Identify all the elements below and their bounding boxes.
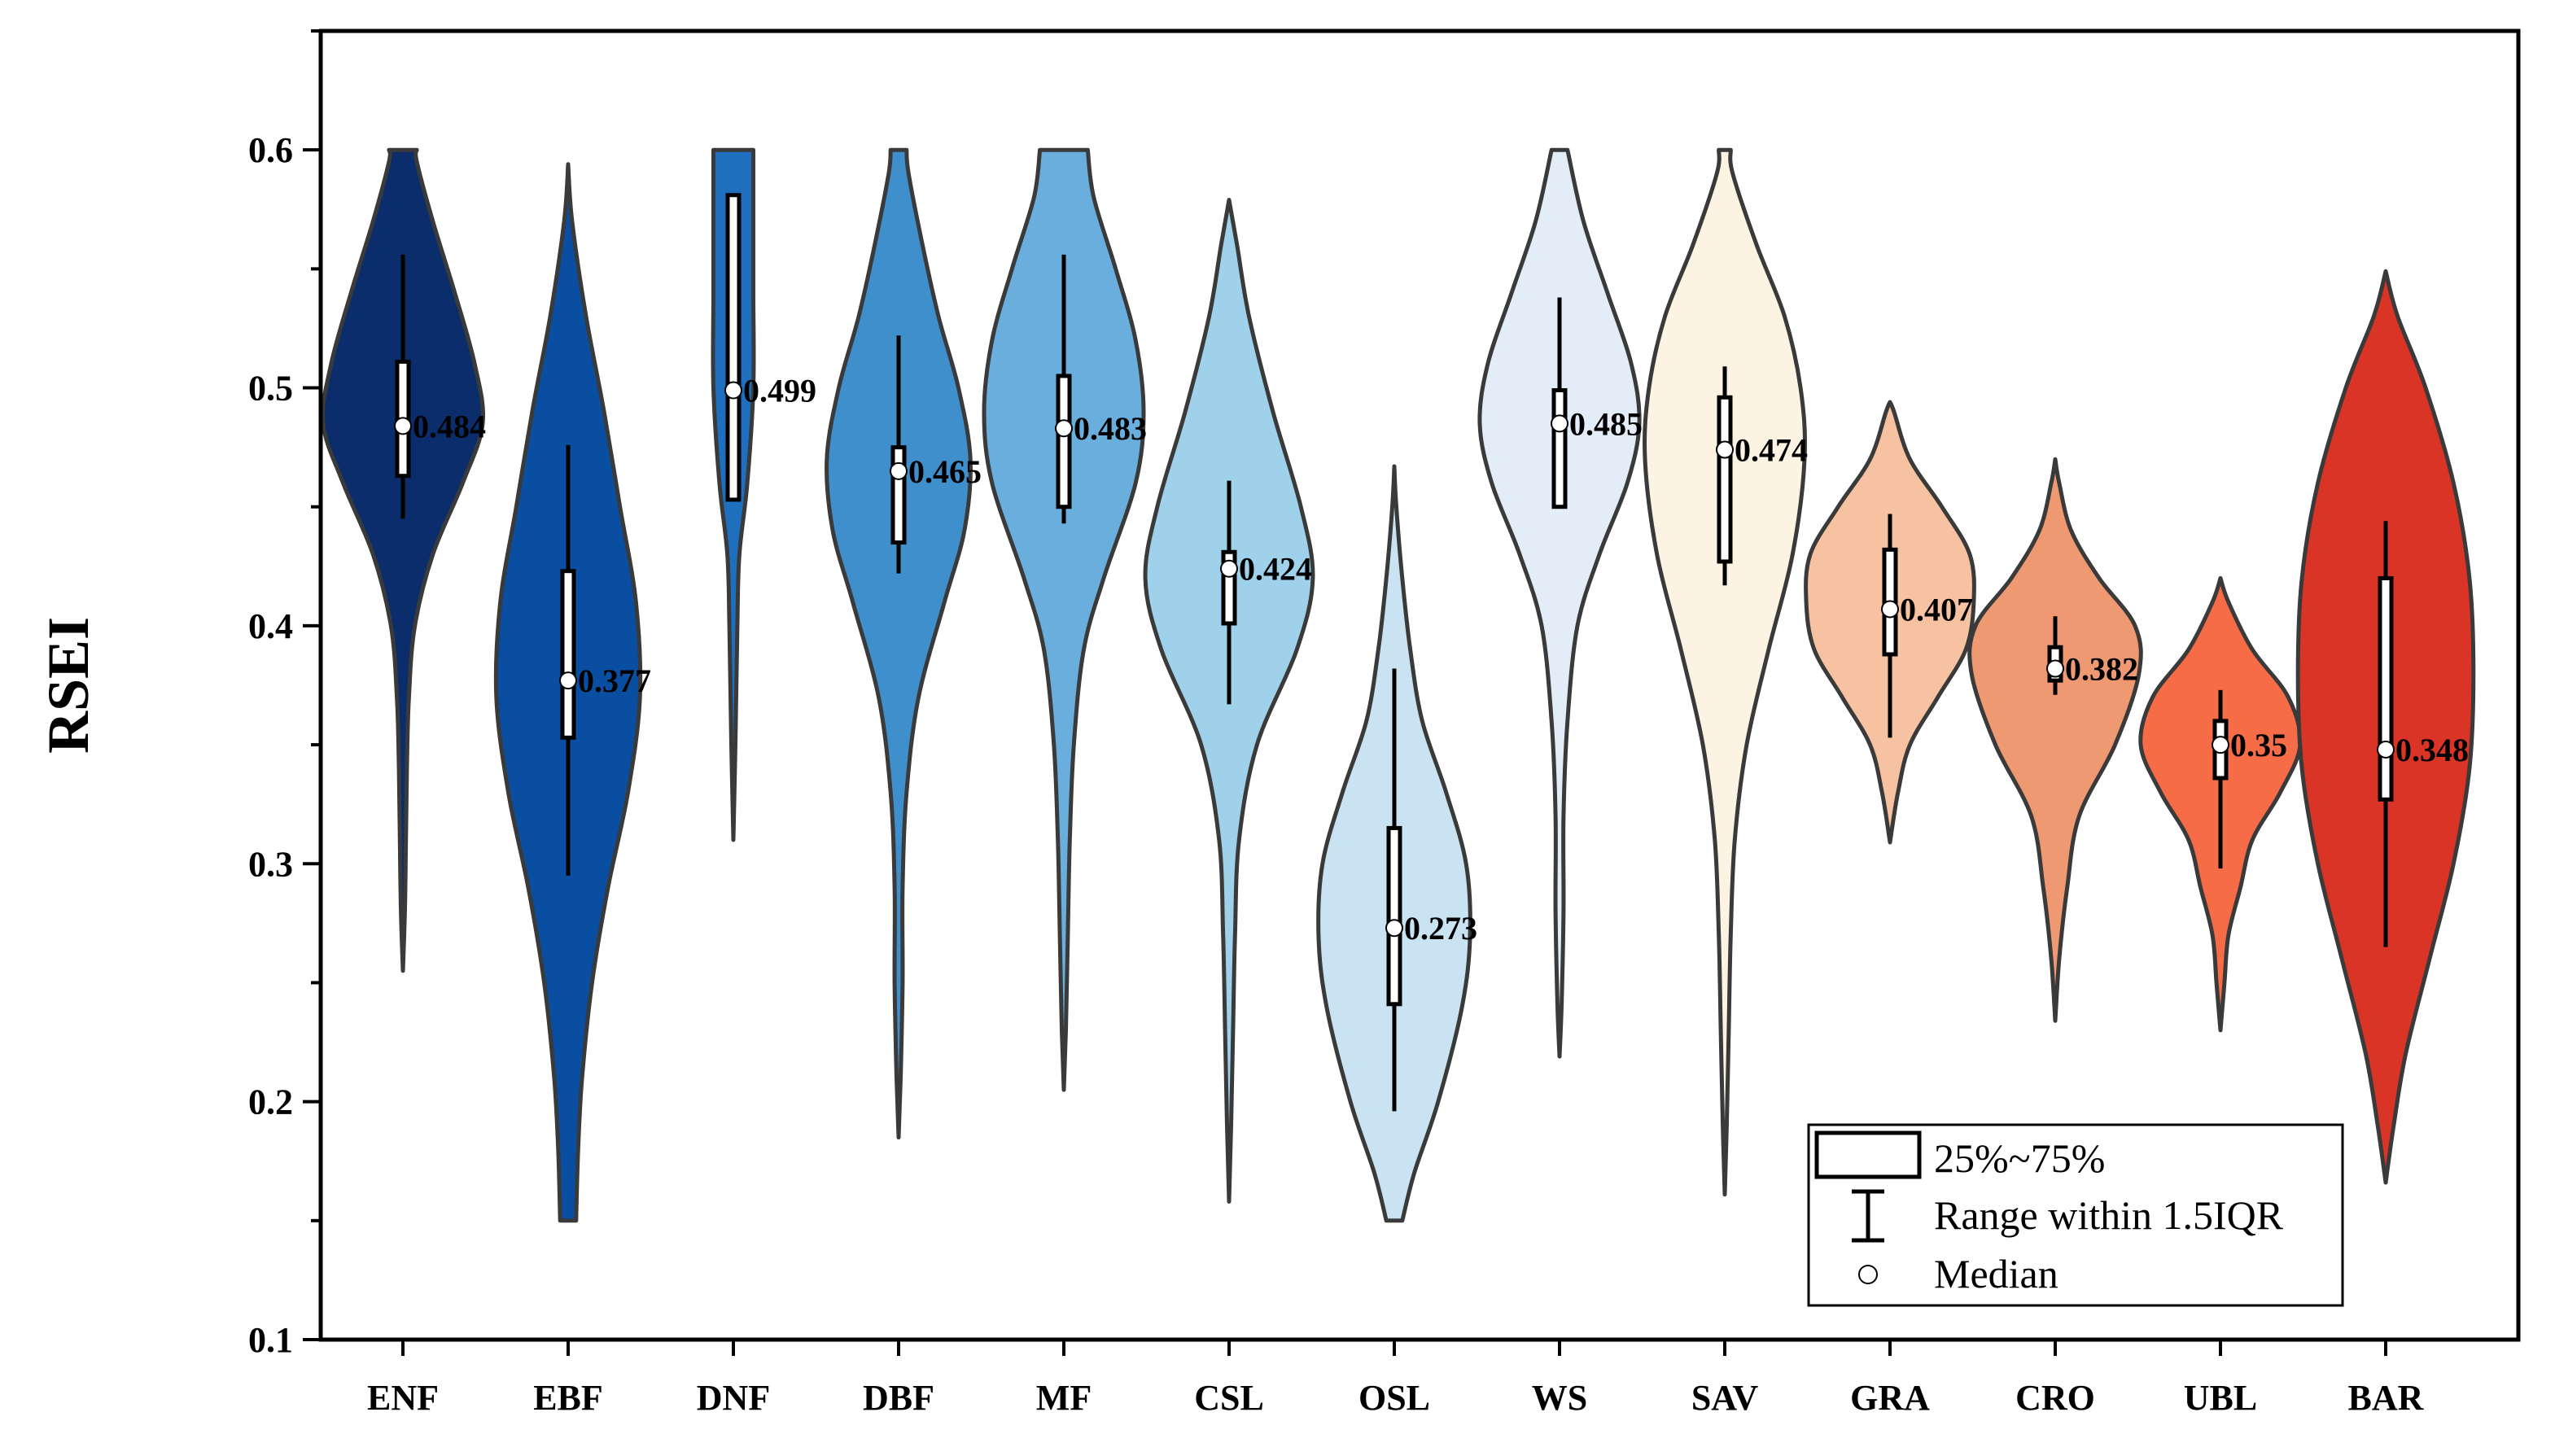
median-label-osl: 0.273 <box>1404 910 1477 947</box>
violin-ws <box>1477 147 1642 1059</box>
legend: 25%~75% Range within 1.5IQR Median <box>1807 1123 2344 1307</box>
median-point-dnf <box>724 381 742 400</box>
y-tick-label: 0.3 <box>248 844 293 884</box>
median-point-enf <box>394 417 412 435</box>
median-label-gra: 0.407 <box>1900 591 1973 627</box>
violin-sav <box>1643 147 1807 1197</box>
legend-box-label: 25%~75% <box>1934 1135 2105 1181</box>
iqr-box-dnf <box>725 193 742 502</box>
median-point-mf <box>1055 419 1073 438</box>
median-label-mf: 0.483 <box>1074 410 1147 447</box>
y-axis: 0.1 0.2 0.3 0.4 0.5 0.6 <box>248 29 321 1360</box>
median-point-cro <box>2046 659 2064 678</box>
violin-cro <box>1967 457 2143 1023</box>
x-tick-label: DBF <box>863 1378 934 1418</box>
median-label-cro: 0.382 <box>2065 651 2138 688</box>
median-label-dbf: 0.465 <box>908 453 982 490</box>
legend-box-swatch <box>1814 1130 1922 1179</box>
x-tick-label: WS <box>1532 1378 1587 1418</box>
median-point-ws <box>1551 414 1568 433</box>
median-point-csl <box>1220 559 1238 578</box>
median-label-ubl: 0.35 <box>2230 727 2287 763</box>
x-tick-label: CRO <box>2015 1378 2095 1418</box>
iqr-box-mf <box>1056 374 1072 509</box>
violin-enf <box>321 147 486 973</box>
median-label-enf: 0.484 <box>413 408 486 444</box>
x-axis: ENF EBF DNF DBF MF CSL OSL WS SAV GRA CRO UBL BAR <box>367 1340 2425 1418</box>
median-label-ebf: 0.377 <box>578 662 651 699</box>
plot-frame <box>318 28 2521 1342</box>
median-point-bar <box>2377 740 2395 759</box>
violin-dbf <box>825 147 973 1139</box>
x-tick-label: DNF <box>697 1378 770 1418</box>
median-label-dnf: 0.499 <box>743 372 816 409</box>
x-tick-label: UBL <box>2184 1378 2257 1418</box>
median-label-ws: 0.485 <box>1569 405 1643 442</box>
y-tick-label: 0.2 <box>248 1082 293 1122</box>
x-tick-label: GRA <box>1850 1378 1930 1418</box>
iqr-box-osl <box>1386 825 1402 1007</box>
x-tick-label: MF <box>1036 1378 1092 1418</box>
x-tick-label: ENF <box>367 1378 439 1418</box>
median-point-gra <box>1881 600 1899 619</box>
iqr-box-bar <box>2378 575 2394 802</box>
y-tick-label: 0.4 <box>248 606 293 646</box>
x-tick-label: EBF <box>533 1378 603 1418</box>
legend-median-label: Median <box>1934 1251 2058 1296</box>
x-tick-label: OSL <box>1358 1378 1430 1418</box>
median-label-bar: 0.348 <box>2395 732 2469 768</box>
iqr-box-ws <box>1551 387 1568 509</box>
boxes-group: 0.484 0.377 0.499 0.465 0.483 0.424 0.273 0.485… <box>394 193 2469 1112</box>
median-point-ebf <box>559 671 577 690</box>
violin-mf <box>982 147 1146 1092</box>
y-tick-label: 0.6 <box>248 130 293 170</box>
median-label-sav: 0.474 <box>1735 432 1808 469</box>
iqr-box-dbf <box>890 445 907 545</box>
y-axis-label: RSEI <box>36 617 101 754</box>
y-tick-label: 0.5 <box>248 369 293 409</box>
x-tick-label: SAV <box>1691 1378 1759 1418</box>
x-tick-label: CSL <box>1194 1378 1264 1418</box>
y-tick-label: 0.1 <box>248 1320 293 1360</box>
legend-median-swatch <box>1858 1265 1878 1284</box>
legend-whisker-label: Range within 1.5IQR <box>1934 1192 2284 1238</box>
median-point-osl <box>1385 919 1403 938</box>
median-point-ubl <box>2212 736 2229 754</box>
median-point-sav <box>1716 440 1734 459</box>
x-tick-label: BAR <box>2348 1378 2425 1418</box>
iqr-box-sav <box>1717 395 1733 564</box>
iqr-box-ebf <box>560 569 576 740</box>
median-point-dbf <box>890 461 908 480</box>
legend-whisker-swatch <box>1852 1189 1884 1243</box>
median-label-csl: 0.424 <box>1239 551 1312 588</box>
